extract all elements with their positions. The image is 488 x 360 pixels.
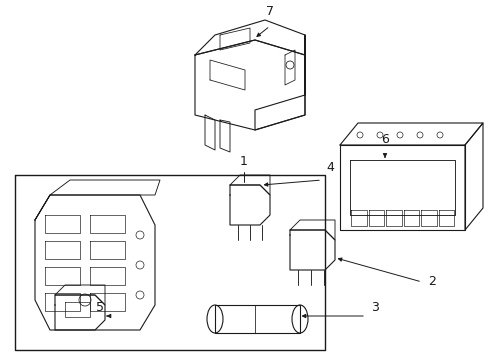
- Text: 6: 6: [380, 133, 388, 146]
- Text: 2: 2: [427, 275, 435, 288]
- Text: 7: 7: [265, 5, 273, 18]
- Text: 3: 3: [370, 301, 378, 314]
- Text: 1: 1: [240, 155, 247, 168]
- Text: 4: 4: [325, 161, 333, 174]
- Text: 5: 5: [96, 301, 104, 314]
